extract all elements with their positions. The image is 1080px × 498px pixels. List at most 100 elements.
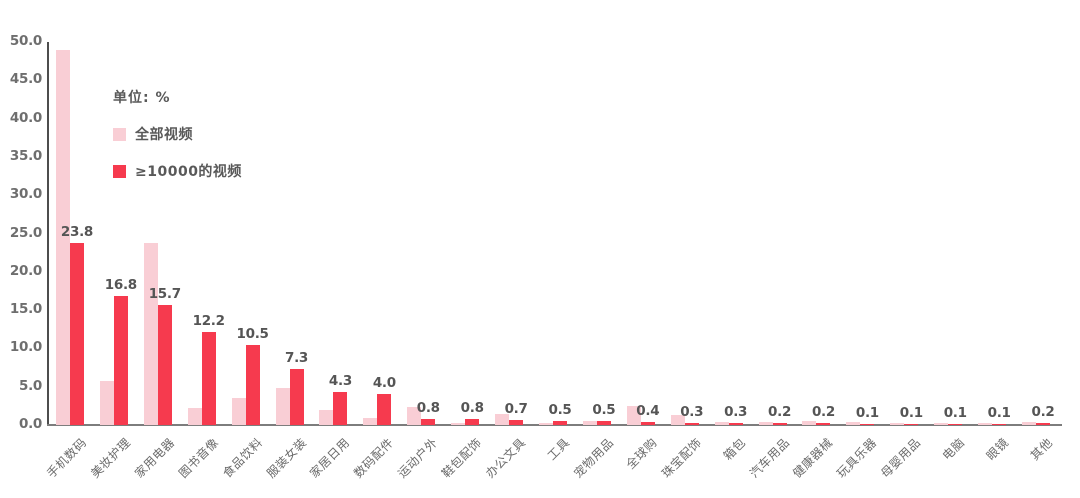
bar-value-label: 10.5 [236, 325, 269, 342]
y-axis-tick-label: 40.0 [9, 109, 42, 126]
x-category-label-text: 手机数码 [44, 435, 90, 481]
x-category-label-text: 运动户外 [395, 435, 441, 481]
legend-label-10000-videos: ≥10000的视频 [135, 164, 242, 180]
bar-value-label: 0.3 [724, 403, 748, 420]
bar-all-videos [539, 422, 553, 425]
bar-value-label: 0.1 [943, 404, 967, 421]
bar-value-label: 0.4 [636, 402, 660, 419]
bar-10000-videos [948, 423, 963, 425]
bar-value-label: 16.8 [104, 277, 137, 294]
bar-all-videos [231, 398, 246, 425]
bar-10000-videos [596, 421, 611, 425]
x-category-label-text: 其他 [1027, 435, 1056, 464]
bar-value-label: 12.2 [192, 312, 225, 329]
bar-10000-videos [377, 394, 392, 425]
x-category-label-text: 健康器械 [790, 435, 836, 481]
legend-item-10000-videos: ≥10000的视频 [113, 161, 242, 181]
y-axis-tick-label: 15.0 [9, 301, 42, 318]
x-category-label-text: 鞋包配饰 [439, 435, 485, 481]
bar-all-videos [1022, 421, 1037, 425]
x-category-label-text: 图书音像 [175, 435, 222, 481]
bar-10000-videos [465, 418, 480, 425]
x-category-label-text: 母婴用品 [878, 435, 924, 481]
legend-swatch-all-videos [113, 127, 126, 141]
bar-all-videos [714, 421, 729, 425]
bar-value-label: 4.3 [328, 373, 352, 390]
bar-value-label: 23.8 [60, 223, 93, 240]
x-category-label-text: 食品饮料 [219, 435, 265, 481]
bar-all-videos [802, 421, 817, 425]
x-category-label-text: 玩具乐器 [834, 435, 880, 481]
legend-label-all-videos: 全部视频 [135, 127, 193, 143]
bar-10000-videos [157, 304, 172, 425]
bar-all-videos [363, 418, 378, 425]
x-category-label-text: 汽车用品 [746, 435, 792, 481]
bar-all-videos [187, 408, 202, 425]
bar-10000-videos [772, 423, 787, 425]
y-axis-tick-label: 50.0 [9, 33, 42, 49]
bar-10000-videos [684, 422, 699, 425]
y-axis-line [47, 42, 49, 426]
bar-10000-videos [113, 296, 128, 425]
bar-all-videos [495, 414, 510, 425]
bar-all-videos [55, 49, 70, 425]
y-axis-tick-label: 30.0 [9, 186, 42, 203]
bar-value-label: 0.5 [548, 402, 572, 419]
x-category-label-text: 眼镜 [983, 435, 1012, 464]
bar-all-videos [934, 422, 949, 425]
bar-10000-videos [904, 423, 919, 425]
x-category-label-text: 电脑 [939, 435, 968, 464]
x-category-label-text: 美妆护理 [87, 435, 134, 481]
bar-10000-videos [289, 369, 304, 425]
bar-all-videos [758, 421, 773, 425]
bar-10000-videos [860, 423, 875, 425]
bar-10000-videos [640, 421, 655, 425]
bar-10000-videos [1036, 423, 1051, 425]
bar-value-label: 0.8 [416, 399, 440, 416]
bar-all-videos [275, 388, 290, 425]
bar-all-videos [99, 380, 114, 425]
legend-swatch-10000-videos [113, 164, 126, 178]
bar-10000-videos [728, 422, 743, 425]
bar-value-label: 0.1 [899, 404, 923, 421]
bar-10000-videos [333, 392, 348, 425]
y-axis-tick-label: 10.0 [9, 339, 42, 356]
bar-10000-videos [421, 418, 436, 425]
y-axis-tick-label: 35.0 [9, 147, 42, 164]
legend-item-all-videos: 全部视频 [113, 124, 242, 144]
bar-value-label: 0.8 [460, 399, 484, 416]
bar-all-videos [451, 422, 466, 425]
x-category-label-text: 珠宝配饰 [658, 435, 705, 481]
x-category-label-text: 办公文具 [483, 435, 529, 481]
x-category-label-text: 数码配件 [351, 435, 397, 481]
bar-value-label: 0.2 [768, 404, 792, 421]
y-axis-tick-label: 0.0 [18, 416, 42, 432]
bar-10000-videos [816, 423, 831, 425]
y-axis-tick-label: 20.0 [9, 262, 42, 279]
x-axis-line [47, 424, 1062, 426]
bar-value-label: 4.0 [372, 375, 396, 392]
y-axis-tick-label: 25.0 [9, 224, 42, 241]
x-category-label-text: 全球购 [623, 435, 661, 472]
x-category-label-text: 服装女装 [263, 435, 309, 481]
bar-value-label: 15.7 [148, 285, 181, 302]
x-category-label-text: 箱包 [720, 435, 748, 464]
bar-10000-videos [69, 242, 84, 425]
bar-10000-videos [201, 331, 216, 425]
chart-legend: 单位: % 全部视频 ≥10000的视频 [113, 87, 242, 181]
bar-all-videos [407, 407, 422, 425]
bar-value-label: 0.7 [504, 400, 528, 417]
bar-value-label: 0.2 [811, 404, 835, 421]
x-category-label-text: 宠物用品 [570, 435, 617, 481]
bar-value-label: 0.3 [680, 403, 704, 420]
bar-value-label: 7.3 [285, 350, 309, 367]
bar-value-label: 0.1 [855, 404, 879, 421]
bar-all-videos [582, 421, 597, 425]
bar-all-videos [670, 415, 685, 425]
bar-value-label: 0.1 [987, 404, 1011, 421]
bar-value-label: 0.5 [592, 402, 616, 419]
x-category-label-text: 工具 [544, 435, 573, 464]
unit-label: 单位: % [113, 90, 171, 106]
x-category-label-text: 家居日用 [307, 435, 353, 481]
